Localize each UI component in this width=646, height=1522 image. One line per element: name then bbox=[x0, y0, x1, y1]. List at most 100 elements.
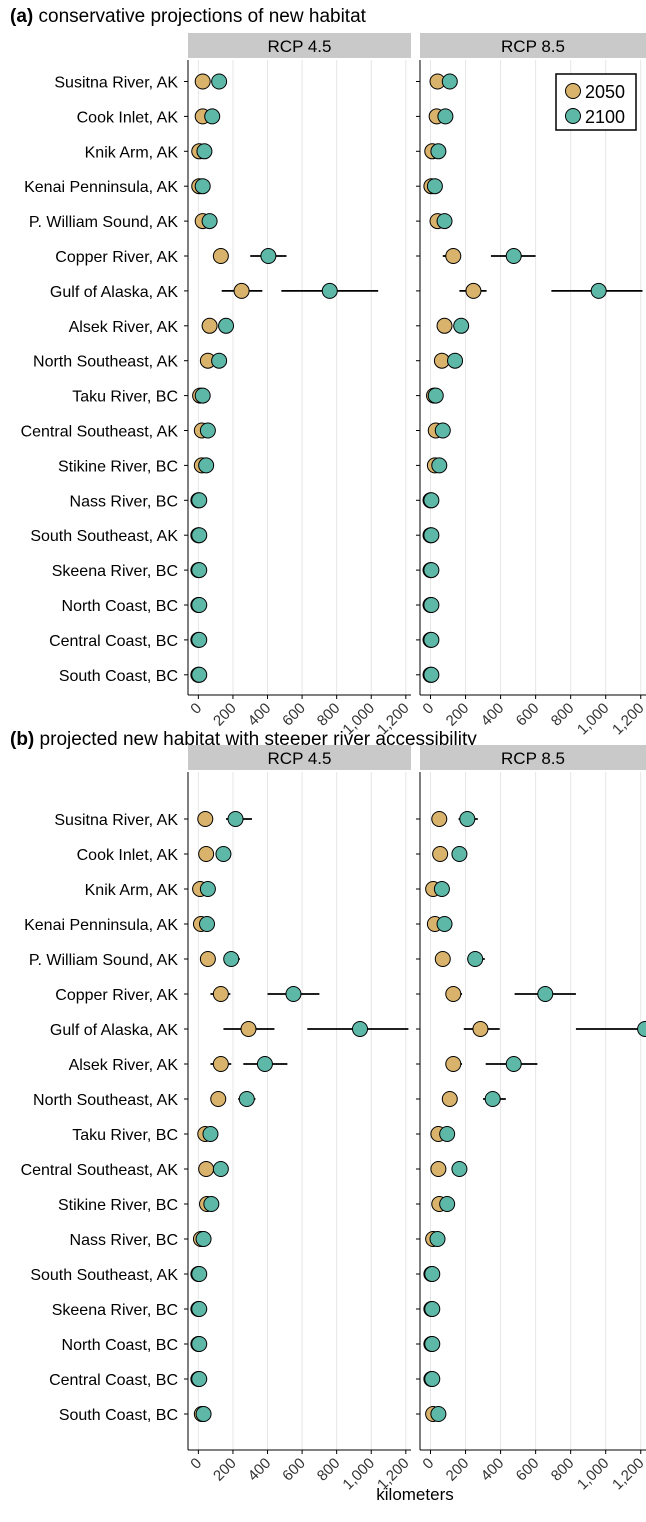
point-2050 bbox=[432, 846, 449, 862]
panel-a-title: (a) conservative projections of new habi… bbox=[10, 6, 367, 27]
row-label: Copper River, AK bbox=[55, 987, 178, 1004]
point-2050 bbox=[434, 951, 451, 967]
row-label: North Coast, BC bbox=[62, 598, 178, 615]
row-label: Gulf of Alaska, AK bbox=[50, 1022, 178, 1039]
point-2100 bbox=[429, 1231, 446, 1247]
point-2100 bbox=[441, 73, 458, 90]
point-2100 bbox=[199, 916, 216, 932]
legend: 2050 2100 bbox=[555, 73, 637, 131]
point-2050 bbox=[430, 1161, 447, 1177]
row-label: P. William Sound, AK bbox=[29, 952, 178, 969]
row-label: Copper River, AK bbox=[55, 249, 178, 266]
x-tick-label: 400 bbox=[478, 700, 508, 730]
x-tick-label: 1,200 bbox=[609, 700, 646, 739]
point-2100 bbox=[198, 457, 215, 474]
point-2050 bbox=[194, 73, 211, 90]
legend-2050-label: 2050 bbox=[585, 82, 625, 102]
row-label: Central Coast, BC bbox=[49, 1372, 178, 1389]
facet-strip bbox=[420, 33, 646, 58]
row-label: Susitna River, AK bbox=[54, 812, 178, 829]
point-2100 bbox=[260, 248, 277, 264]
point-2100 bbox=[451, 846, 468, 862]
point-2100 bbox=[447, 352, 464, 369]
row-label: Taku River, BC bbox=[72, 389, 178, 406]
point-2100 bbox=[194, 387, 211, 404]
point-2100 bbox=[451, 1161, 468, 1177]
point-2050 bbox=[445, 986, 462, 1002]
point-2100 bbox=[196, 143, 213, 160]
x-tick-label: 200 bbox=[210, 700, 240, 730]
row-label: Skeena River, BC bbox=[52, 1302, 178, 1319]
point-2050 bbox=[233, 282, 250, 299]
point-2100 bbox=[426, 178, 443, 195]
row-label: Gulf of Alaska, AK bbox=[50, 284, 178, 301]
point-2100 bbox=[427, 387, 444, 404]
point-2100 bbox=[191, 562, 208, 579]
point-2100 bbox=[423, 527, 440, 544]
point-2100 bbox=[285, 986, 302, 1002]
point-2100 bbox=[430, 143, 447, 160]
x-tick-label: 600 bbox=[279, 1455, 309, 1485]
point-2100 bbox=[505, 248, 522, 264]
x-tick-label: 200 bbox=[443, 700, 473, 730]
panel-a-tag: (a) bbox=[10, 6, 33, 27]
point-2100 bbox=[321, 282, 338, 299]
row-label: North Southeast, AK bbox=[33, 354, 178, 371]
row-label: Knik Arm, AK bbox=[85, 882, 179, 899]
point-2050 bbox=[198, 1161, 215, 1177]
row-label: Stikine River, BC bbox=[58, 458, 178, 475]
x-tick-label: 200 bbox=[443, 1455, 473, 1485]
point-2050 bbox=[212, 986, 229, 1002]
point-2100 bbox=[430, 1406, 447, 1422]
facet-strip-label: RCP 4.5 bbox=[268, 749, 332, 768]
row-label: Skeena River, BC bbox=[52, 563, 178, 580]
point-2100 bbox=[256, 1056, 273, 1072]
row-label: South Southeast, AK bbox=[30, 528, 178, 545]
point-2050 bbox=[212, 248, 229, 264]
row-label: Central Southeast, AK bbox=[21, 424, 179, 441]
point-2100 bbox=[204, 108, 221, 125]
point-2100 bbox=[453, 317, 470, 334]
point-2100 bbox=[505, 1056, 522, 1072]
x-tick-label: 1,200 bbox=[609, 1455, 646, 1494]
panel-b-title: (b) projected new habitat with steeper r… bbox=[10, 729, 477, 750]
x-tick-label: 400 bbox=[245, 1455, 275, 1485]
point-2100 bbox=[484, 1091, 501, 1107]
facet-marks bbox=[190, 73, 379, 683]
point-2100 bbox=[191, 527, 208, 544]
point-2100 bbox=[191, 597, 208, 613]
point-2050 bbox=[445, 248, 462, 264]
point-2100 bbox=[352, 1021, 369, 1037]
x-tick-label: 1,000 bbox=[574, 700, 613, 739]
point-2100 bbox=[195, 1406, 212, 1422]
facet-strip-label: RCP 8.5 bbox=[501, 749, 565, 768]
legend-2050-swatch bbox=[565, 83, 581, 99]
point-2050 bbox=[198, 846, 215, 862]
point-2100 bbox=[191, 1336, 208, 1352]
point-2100 bbox=[238, 1091, 255, 1107]
point-2100 bbox=[191, 492, 208, 509]
row-label: Taku River, BC bbox=[72, 1127, 178, 1144]
x-tick-label: 400 bbox=[245, 700, 275, 730]
panel-b: Susitna River, AK Cook Inlet, AK Knik Arm,… bbox=[21, 745, 646, 1493]
point-2100 bbox=[191, 1301, 208, 1317]
point-2050 bbox=[197, 811, 214, 827]
point-2100 bbox=[199, 422, 216, 439]
chart-panels: Susitna River, AK Cook Inlet, AK Knik Arm,… bbox=[21, 33, 646, 1493]
point-2050 bbox=[436, 317, 453, 334]
x-axis-label: kilometers bbox=[376, 1485, 453, 1504]
point-2050 bbox=[445, 1056, 462, 1072]
row-label: Cook Inlet, AK bbox=[77, 847, 179, 864]
point-2050 bbox=[199, 951, 216, 967]
row-label: South Coast, BC bbox=[59, 1407, 178, 1424]
point-2050 bbox=[472, 1021, 489, 1037]
point-2100 bbox=[191, 1266, 208, 1282]
point-2050 bbox=[240, 1021, 257, 1037]
x-tick-label: 800 bbox=[314, 700, 344, 730]
facet-marks bbox=[423, 811, 646, 1422]
point-2100 bbox=[537, 986, 554, 1002]
legend-2100-label: 2100 bbox=[585, 107, 625, 127]
